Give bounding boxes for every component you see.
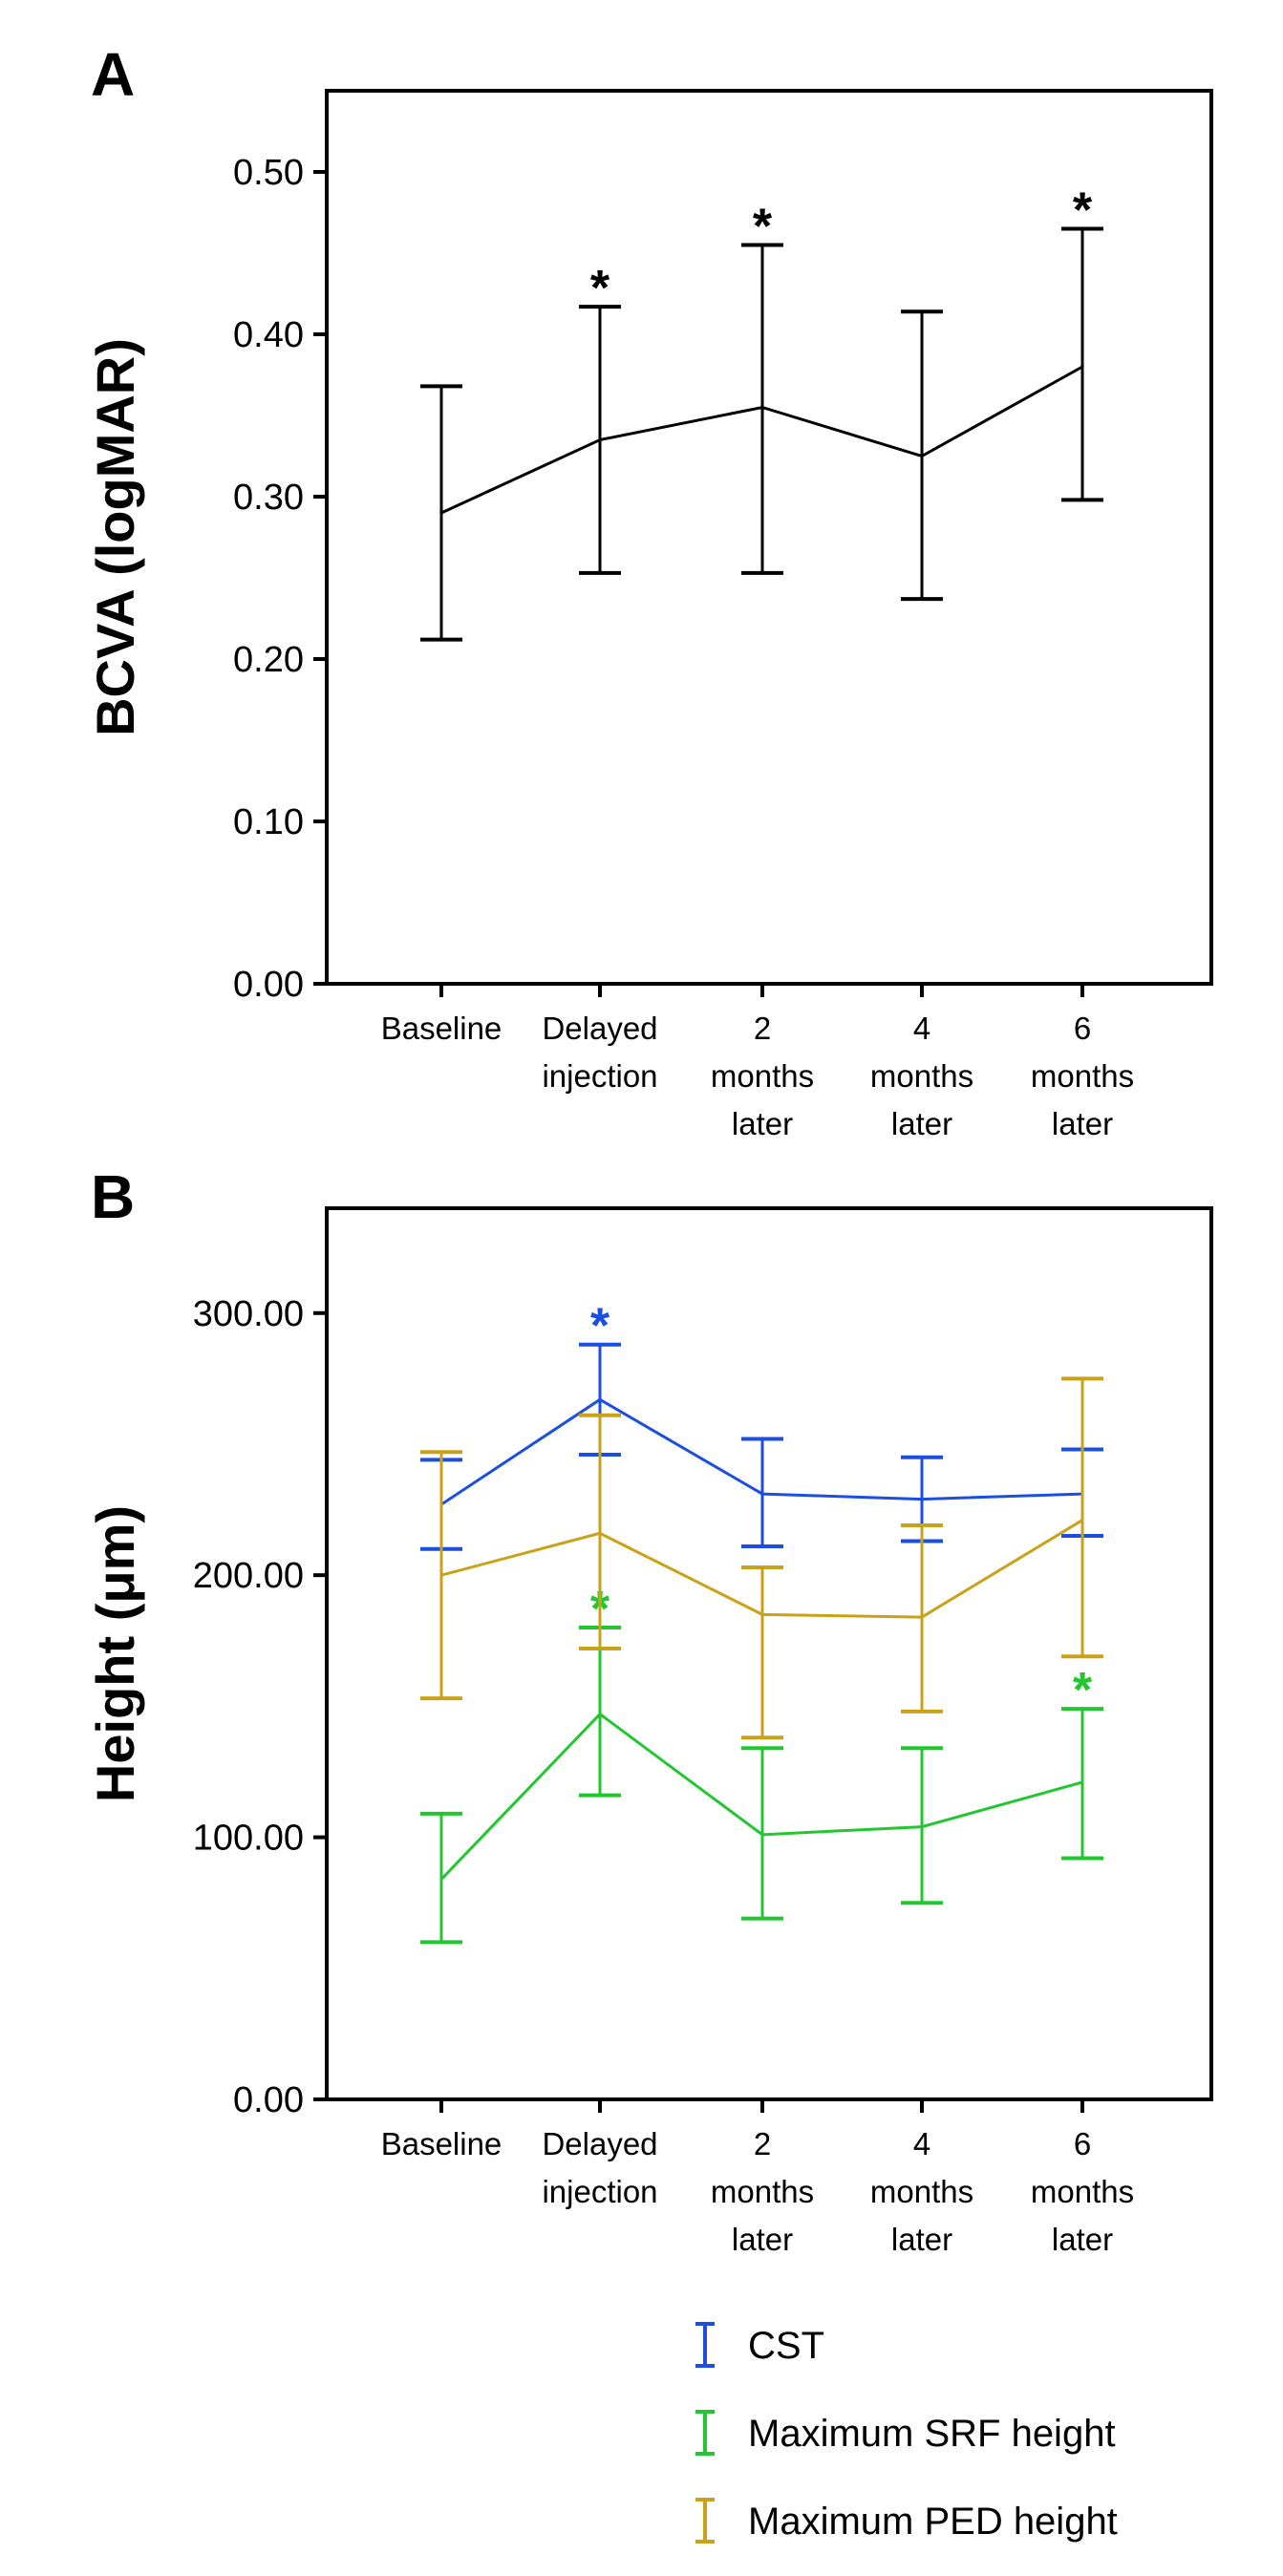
y-axis-label: BCVA (logMAR)	[85, 338, 145, 736]
x-tick-label: 6	[1074, 1011, 1091, 1046]
x-tick-label: injection	[542, 2174, 657, 2209]
y-tick-label: 0.00	[233, 2080, 304, 2120]
x-tick-label: later	[1052, 1106, 1113, 1141]
significance-star: *	[1073, 183, 1093, 239]
legend-label: CST	[748, 2325, 824, 2367]
x-tick-label: 2	[754, 2126, 771, 2161]
legend-item: Maximum SRF height	[695, 2410, 1116, 2456]
x-tick-label: 4	[913, 2126, 930, 2161]
x-tick-label: later	[732, 1106, 793, 1141]
x-tick-label: Delayed	[542, 2126, 657, 2161]
chart-panel-b: 0.00 100.00 200.00 300.00 Height (μm) Baselin…	[85, 1206, 1213, 2257]
x-tick-label: Baseline	[381, 2126, 503, 2161]
x-tick-label: 2	[754, 1011, 771, 1046]
x-tick-label: later	[1052, 2222, 1113, 2257]
x-tick-label: months	[711, 2174, 814, 2209]
y-tick-label: 100.00	[193, 1819, 304, 1859]
y-tick-label: 0.30	[233, 478, 304, 518]
y-tick-label: 0.20	[233, 640, 304, 680]
legend-label: Maximum PED height	[748, 2501, 1118, 2543]
series-bcva: * * *	[420, 183, 1103, 642]
x-tick-label: Delayed	[542, 1011, 657, 1046]
series-cst: *	[420, 1299, 1103, 1551]
x-tick-label: months	[870, 2174, 973, 2209]
y-tick-label: 200.00	[193, 1556, 304, 1596]
x-tick-label: months	[1031, 2174, 1134, 2209]
significance-star: *	[590, 1299, 610, 1354]
plot-frame	[325, 1206, 1213, 2101]
x-tick-label: later	[891, 1106, 952, 1141]
legend-label: Maximum SRF height	[748, 2413, 1116, 2455]
y-tick-label: 0.50	[233, 153, 304, 193]
legend-item: Maximum PED height	[695, 2498, 1118, 2544]
x-tick-label: 6	[1074, 2126, 1091, 2161]
chart-panel-a: 0.00 0.10 0.20 0.30 0.40 0.50 BCVA (logMAR) Bas…	[85, 89, 1213, 1141]
y-axis-label: Height (μm)	[85, 1505, 145, 1802]
legend-item: CST	[695, 2322, 824, 2368]
x-tick-label: months	[1031, 1058, 1134, 1094]
chart-legend: CST Maximum SRF height Maximum PED height	[695, 2322, 1118, 2544]
panel-a-letter: A	[91, 40, 135, 109]
x-tick-label: Baseline	[381, 1011, 503, 1046]
plot-frame	[325, 89, 1213, 986]
x-tick-label: months	[870, 1058, 973, 1094]
significance-star: *	[1073, 1663, 1093, 1718]
series-maximum-ped-height	[420, 1376, 1103, 1740]
x-tick-label: 4	[913, 1011, 930, 1046]
x-tick-label: injection	[542, 1058, 657, 1094]
x-tick-label: months	[711, 1058, 814, 1094]
significance-star: *	[753, 200, 773, 255]
y-tick-label: 0.00	[233, 965, 304, 1005]
y-tick-label: 0.40	[233, 315, 304, 355]
y-tick-label: 300.00	[193, 1294, 304, 1334]
significance-star: *	[590, 261, 610, 316]
x-tick-label: later	[732, 2222, 793, 2257]
y-tick-label: 0.10	[233, 802, 304, 842]
panel-b-letter: B	[91, 1162, 135, 1231]
x-tick-label: later	[891, 2222, 952, 2257]
